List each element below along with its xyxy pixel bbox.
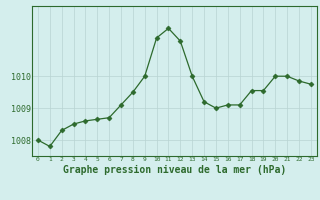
X-axis label: Graphe pression niveau de la mer (hPa): Graphe pression niveau de la mer (hPa)	[63, 165, 286, 175]
